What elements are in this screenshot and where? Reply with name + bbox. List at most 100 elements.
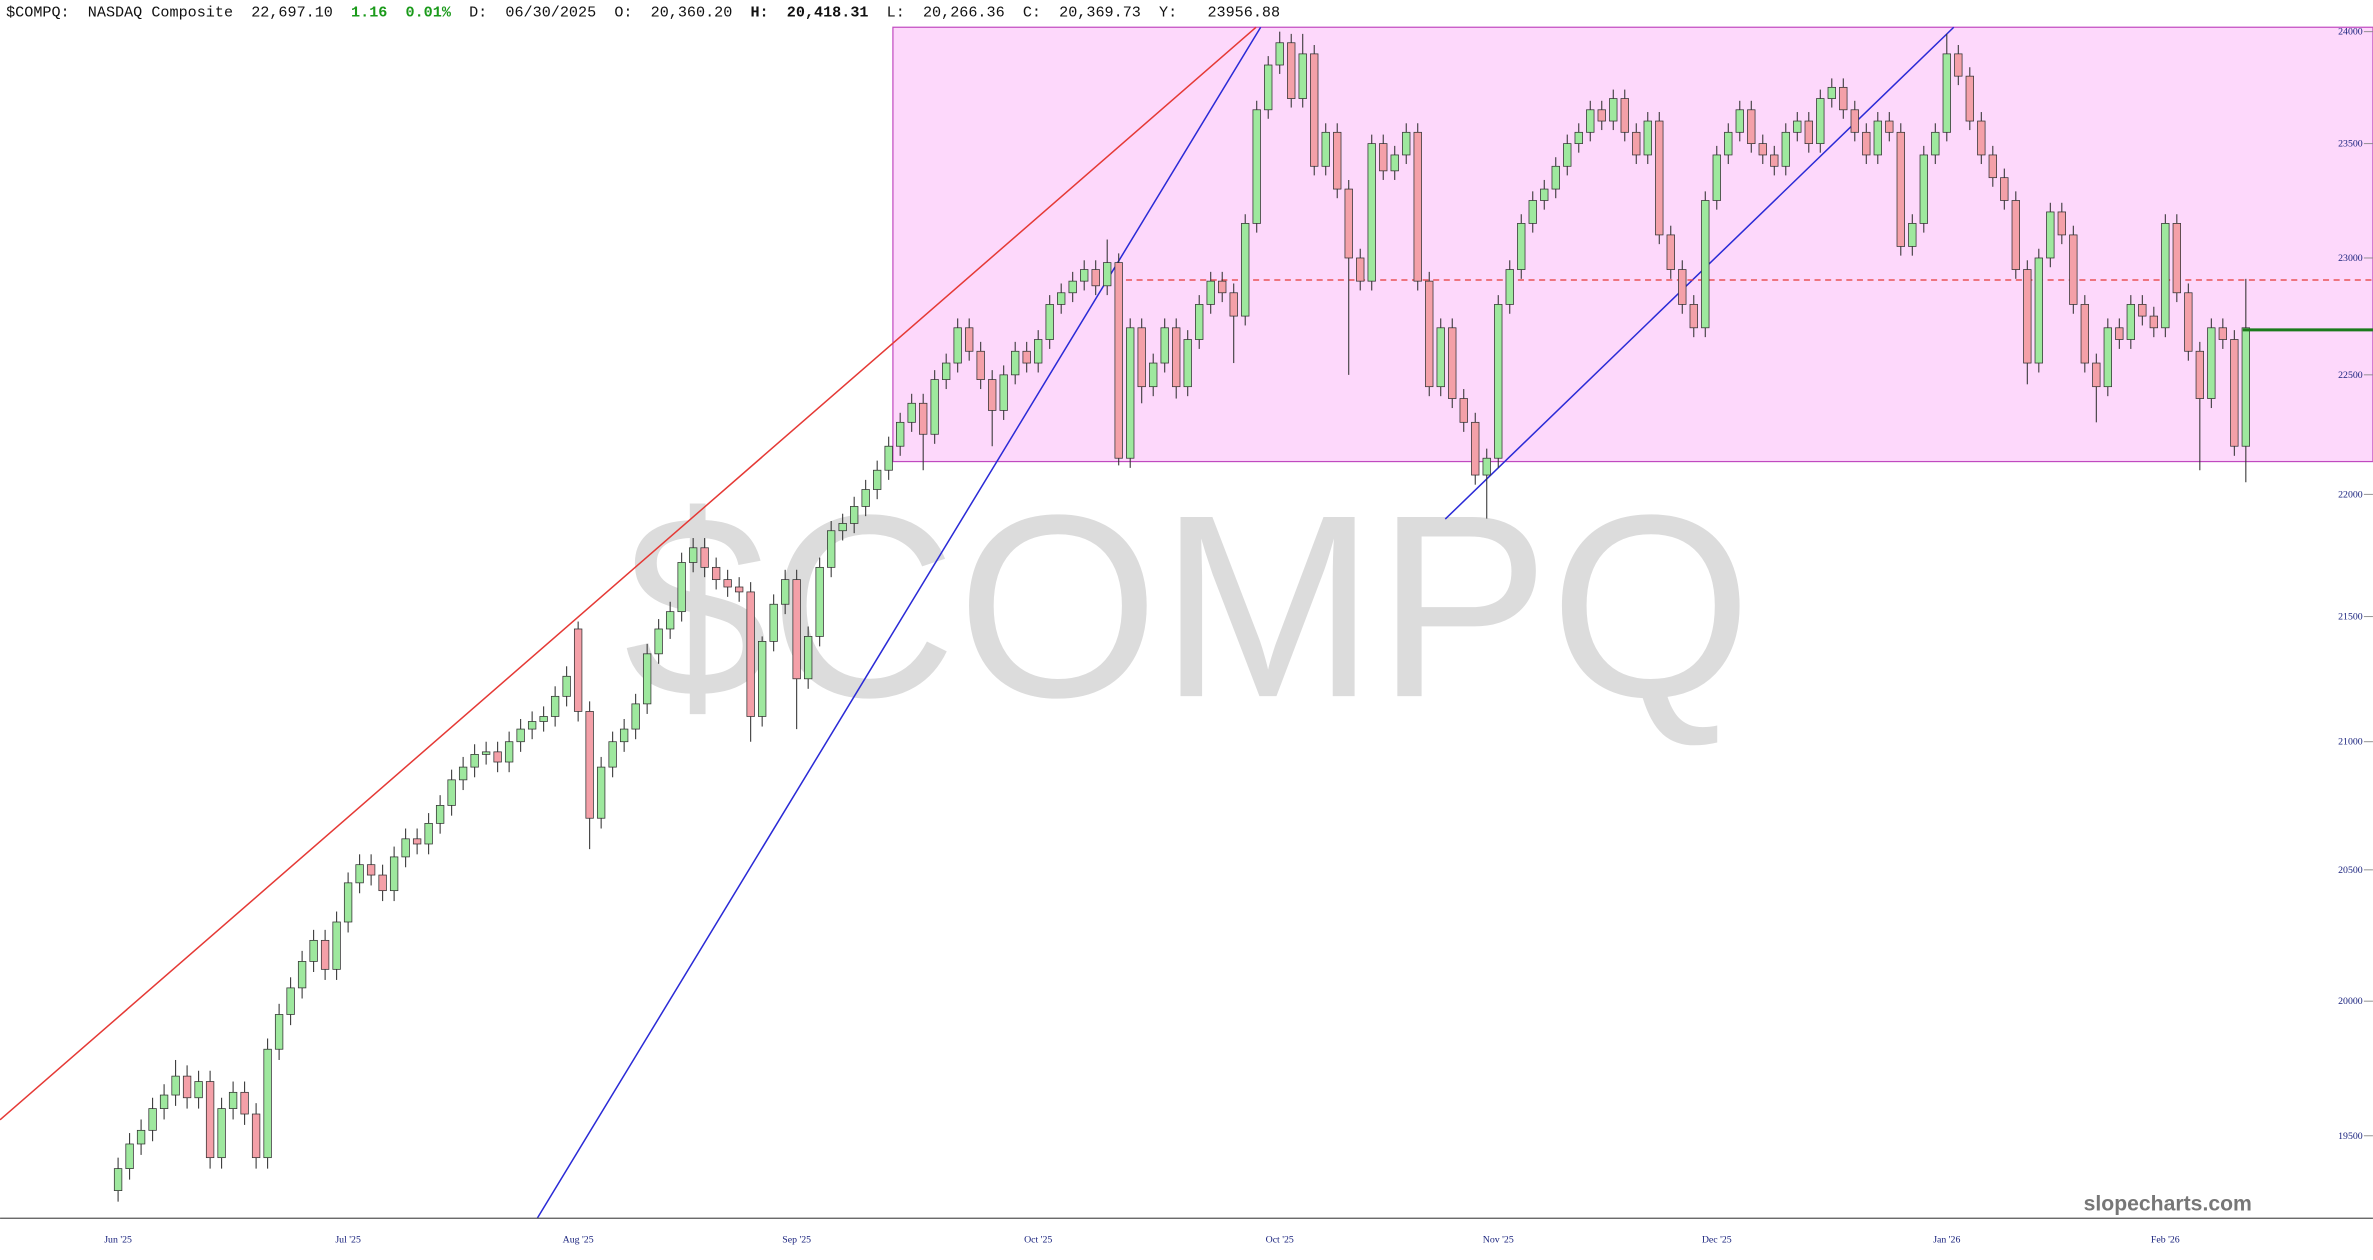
candle-body	[171, 1075, 180, 1096]
candle-body	[309, 939, 318, 962]
candle-body	[1172, 327, 1181, 388]
candle-body	[815, 566, 824, 637]
candle-body	[1022, 350, 1031, 364]
candle-body	[1448, 327, 1457, 399]
candle-body	[1494, 304, 1503, 459]
watermark: $COMPQ	[624, 461, 1752, 752]
candle-body	[665, 611, 675, 630]
candle-body	[688, 547, 698, 563]
candle-body	[1091, 269, 1100, 287]
candle-body	[1747, 109, 1756, 144]
y-tick-label: 19500	[2338, 1131, 2363, 1142]
candle-body	[585, 711, 594, 819]
candle-body	[1206, 280, 1215, 305]
candle-body	[1195, 304, 1204, 340]
high: 20,418.31	[787, 4, 869, 22]
candle-body	[988, 379, 997, 411]
candle-body	[1931, 131, 1940, 156]
open: 20,360.20	[651, 4, 733, 22]
candle-body	[2184, 292, 2193, 352]
candle-body	[2230, 339, 2239, 447]
header: $COMPQ: NASDAQ Composite 22,697.10 1.16 …	[6, 4, 1280, 22]
candle-body	[608, 741, 617, 768]
candle-body	[1678, 269, 1687, 305]
candle-body	[1425, 280, 1434, 388]
candle-body	[2034, 257, 2043, 364]
candle-body	[2161, 223, 2170, 329]
candle-body	[297, 961, 307, 989]
candle-body	[343, 882, 353, 923]
label: C:	[1023, 4, 1041, 22]
candle-body	[562, 675, 571, 697]
candle-body	[1275, 42, 1284, 66]
candle-body	[2000, 177, 2009, 201]
symbol: $COMPQ:	[6, 4, 70, 22]
candle-body	[1068, 280, 1077, 294]
trend-line	[0, 26, 1257, 1121]
candle-body	[1528, 200, 1537, 224]
candle-body	[746, 591, 755, 717]
candle-body	[412, 838, 422, 845]
x-tick-label: Nov '25	[1483, 1234, 1514, 1245]
y-tick-label: 20500	[2338, 865, 2363, 876]
candle-body	[838, 523, 847, 532]
candle-body	[1379, 143, 1388, 172]
candle-body	[2149, 315, 2158, 329]
candle-body	[1057, 292, 1066, 305]
candle-body	[700, 547, 709, 568]
y-tick-label: 22500	[2338, 370, 2363, 381]
candle-body	[447, 779, 456, 806]
candle-body	[1770, 154, 1779, 167]
candle-body	[1045, 304, 1054, 340]
candle-body	[2103, 327, 2112, 388]
candle-body	[2241, 327, 2250, 447]
candle-body	[781, 579, 790, 605]
candle-body	[263, 1048, 272, 1159]
low: 20,266.36	[923, 4, 1005, 22]
candle-body	[573, 628, 583, 712]
candle-body	[2126, 304, 2135, 340]
candle-body	[1229, 292, 1238, 317]
candle-body	[2207, 327, 2216, 399]
candle-body	[1758, 143, 1767, 156]
candle-body	[654, 628, 663, 655]
candle-body	[1896, 131, 1905, 247]
candle-body	[1655, 120, 1664, 236]
candle-body	[1149, 362, 1158, 388]
candle-body	[1471, 421, 1480, 476]
candle-body	[734, 586, 744, 593]
candle-body	[1436, 327, 1445, 388]
candle-body	[1551, 165, 1560, 190]
candle-body	[2023, 269, 2032, 364]
candle-body	[1114, 262, 1123, 459]
candle-body	[1011, 350, 1020, 376]
candle-body	[804, 636, 813, 680]
candle-body	[850, 506, 859, 524]
candle-body	[1390, 154, 1399, 172]
candle-body	[274, 1014, 284, 1050]
x-tick-label: Oct '25	[1024, 1234, 1052, 1245]
candle-body	[182, 1075, 192, 1099]
candle-body	[435, 805, 445, 824]
candle-body	[1413, 131, 1422, 282]
candle-body	[1643, 120, 1652, 156]
date: 06/30/2025	[505, 4, 596, 22]
candle-body	[539, 716, 548, 722]
x-tick-label: Jul '25	[335, 1234, 361, 1245]
candle-body	[1321, 131, 1330, 167]
name: NASDAQ Composite	[88, 4, 233, 22]
candle-body	[1735, 109, 1744, 133]
candle-body	[1356, 257, 1365, 282]
trend-line	[1444, 26, 1955, 520]
label: D:	[469, 4, 487, 22]
candle-body	[1298, 53, 1307, 99]
label: L:	[887, 4, 905, 22]
candle-body	[2138, 304, 2147, 317]
candle-body	[1160, 327, 1169, 364]
candle-body	[2046, 211, 2055, 259]
candle-body	[1126, 327, 1135, 459]
candle-body	[355, 864, 364, 884]
candle-body	[458, 766, 468, 781]
x-tick-label: Jun '25	[104, 1234, 132, 1245]
